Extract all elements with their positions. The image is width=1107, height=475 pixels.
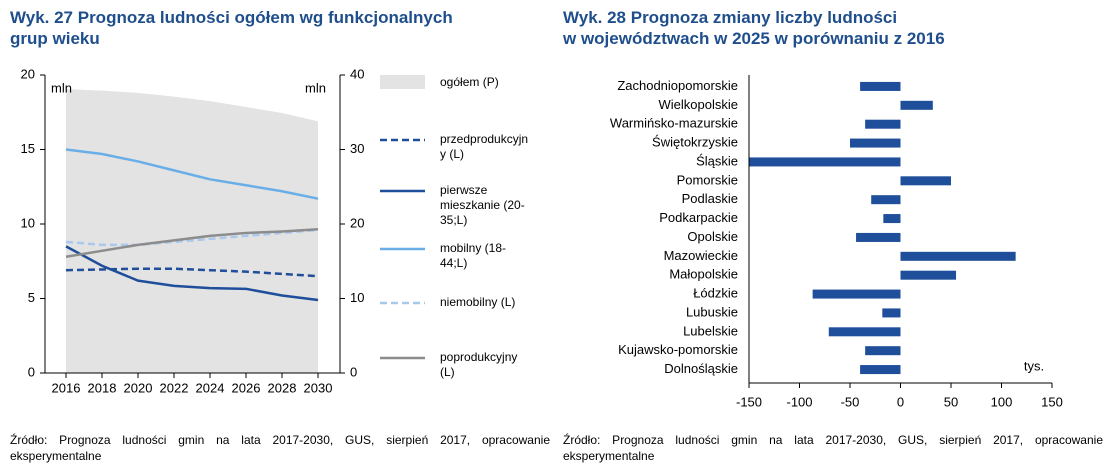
legend-label: niemobilny (L) <box>440 295 516 309</box>
source: Źródło: Prognoza ludności gmin na lata 2… <box>563 433 1103 463</box>
line <box>65 245 319 302</box>
legend-label: ogółem (P) <box>440 75 499 89</box>
y2-axis-label: mln <box>305 80 326 95</box>
bar <box>828 327 901 337</box>
bar <box>812 289 901 299</box>
x-tick-label: 2026 <box>232 380 261 395</box>
category-label: Pomorskie <box>677 172 738 187</box>
bar <box>865 346 901 356</box>
x-tick-label: -150 <box>736 394 762 409</box>
bar <box>850 138 901 148</box>
legend-label: pierwsze mieszkanie (20-35;L) <box>440 183 525 227</box>
bar <box>900 251 1016 261</box>
title-line: w województwach w 2025 w porównaniu z 20… <box>563 29 945 48</box>
bar <box>871 195 901 205</box>
category-label: Łódzkie <box>693 286 738 301</box>
line <box>65 228 319 247</box>
bar <box>882 308 901 318</box>
category-label: Kujawsko-pomorskie <box>618 342 738 357</box>
bar <box>749 157 901 167</box>
y-tick-label: 15 <box>21 141 35 156</box>
legend-label: poprodukcyjny (L) <box>440 350 518 379</box>
y2-tick-label: 40 <box>350 66 364 81</box>
category-label: Podlaskie <box>682 191 738 206</box>
x-tick-label: 2024 <box>196 380 225 395</box>
bar <box>900 176 951 186</box>
line <box>65 148 319 200</box>
x-tick-label: 50 <box>944 394 958 409</box>
x-tick-label: -50 <box>841 394 860 409</box>
x-tick-label: 2030 <box>304 380 333 395</box>
line <box>65 227 319 259</box>
y-tick-label: 20 <box>21 66 35 81</box>
y2-tick-label: 30 <box>350 141 364 156</box>
bar <box>860 365 901 375</box>
x-tick-label: 150 <box>1041 394 1063 409</box>
title-line: grup wieku <box>10 29 100 48</box>
category-label: Dolnośląskie <box>664 361 738 376</box>
x-tick-label: 0 <box>897 394 904 409</box>
y-tick-label: 0 <box>28 364 35 379</box>
x-tick-label: 2016 <box>52 380 81 395</box>
bar <box>856 232 901 242</box>
bar <box>900 270 957 280</box>
y-tick-label: 10 <box>21 215 35 230</box>
line <box>65 267 319 278</box>
category-label: Lubuskie <box>686 304 738 319</box>
bar <box>865 119 901 129</box>
category-label: Wielkopolskie <box>659 97 738 112</box>
category-label: Lubelskie <box>683 323 738 338</box>
x-tick-label: 2018 <box>88 380 117 395</box>
category-label: Mazowieckie <box>664 248 738 263</box>
legend-label: przedprodukcyjny (L) <box>440 132 529 161</box>
category-label: Świętokrzyskie <box>652 135 738 150</box>
category-label: Warmińsko-mazurskie <box>610 116 738 131</box>
unit-label: tys. <box>1024 358 1044 373</box>
bar <box>900 100 933 110</box>
category-label: Małopolskie <box>669 267 738 282</box>
y2-tick-label: 20 <box>350 215 364 230</box>
legend-label: mobilny (18-44;L) <box>440 241 507 270</box>
chart-title: Wyk. 28 Prognoza zmiany liczby ludności … <box>563 7 945 49</box>
category-label: Śląskie <box>696 153 738 168</box>
y-tick-label: 5 <box>28 290 35 305</box>
title-line: Wyk. 28 Prognoza zmiany liczby ludności <box>563 8 898 27</box>
x-tick-label: 2020 <box>124 380 153 395</box>
category-label: Zachodniopomorskie <box>617 78 738 93</box>
x-tick-label: -100 <box>786 394 812 409</box>
title-line: Wyk. 27 Prognoza ludności ogółem wg funk… <box>10 8 453 27</box>
category-label: Opolskie <box>687 229 738 244</box>
chart-title: Wyk. 27 Prognoza ludności ogółem wg funk… <box>10 7 453 49</box>
bar <box>883 214 901 224</box>
y-axis-label: mln <box>51 80 72 95</box>
y2-tick-label: 10 <box>350 290 364 305</box>
x-tick-label: 2022 <box>160 380 189 395</box>
bar <box>860 81 901 91</box>
category-label: Podkarpackie <box>659 210 738 225</box>
x-tick-label: 2028 <box>268 380 297 395</box>
source: Źródło: Prognoza ludności gmin na lata 2… <box>10 433 550 463</box>
x-tick-label: 100 <box>991 394 1013 409</box>
y2-tick-label: 0 <box>350 364 357 379</box>
legend-swatch <box>380 75 425 89</box>
